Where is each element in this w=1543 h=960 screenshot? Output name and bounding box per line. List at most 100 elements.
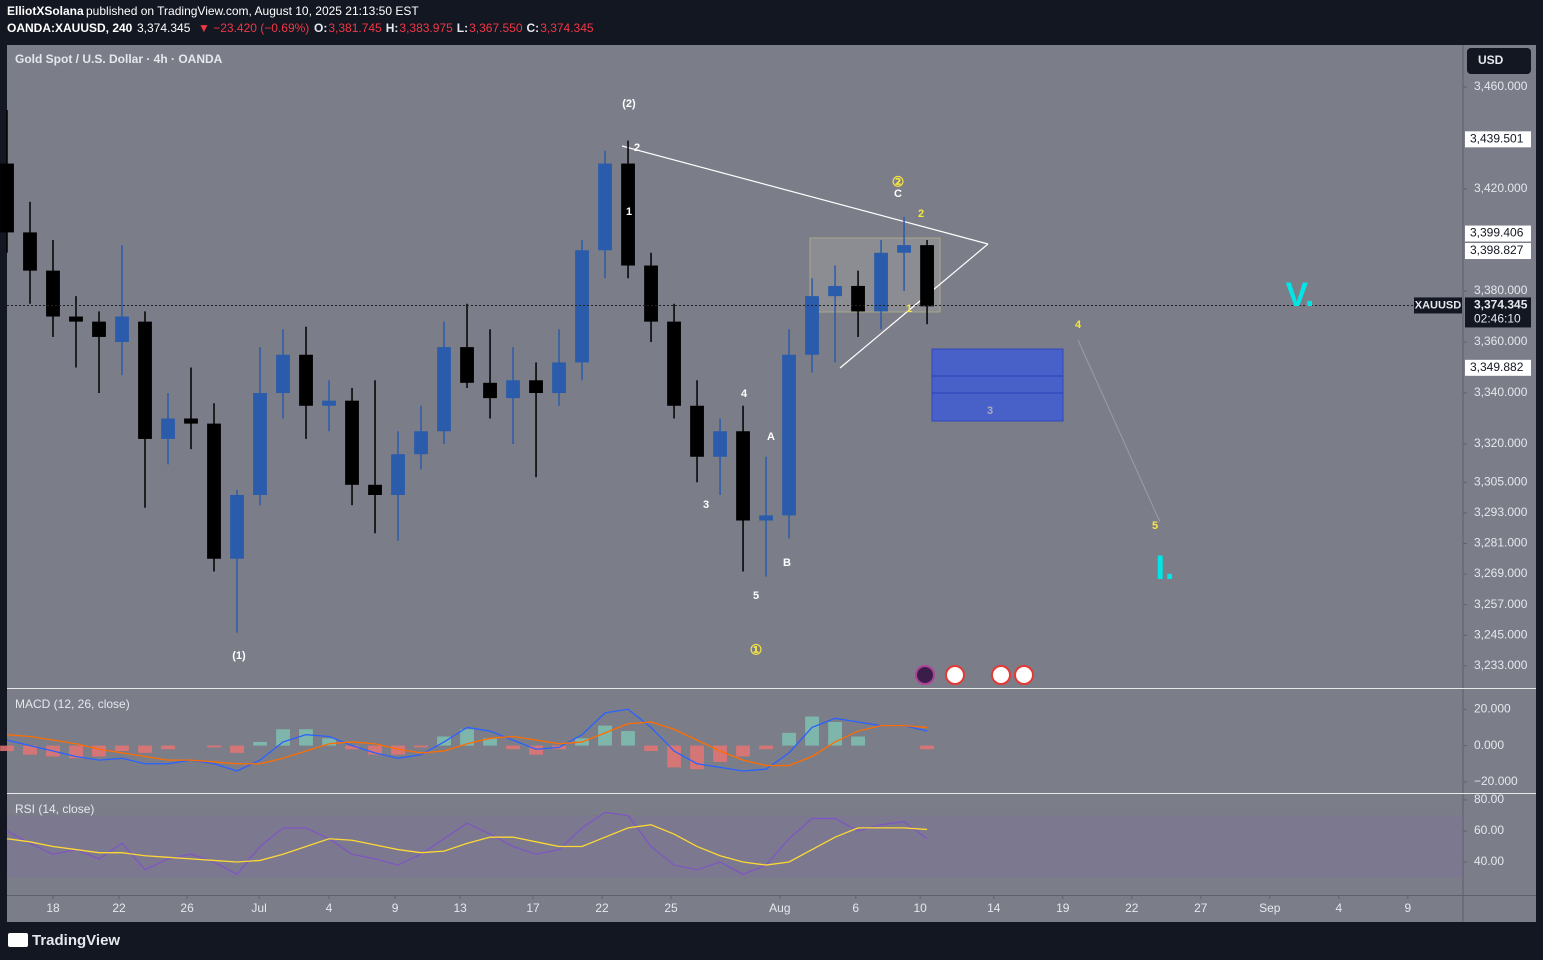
indicator-line — [6, 708, 928, 772]
last: 3,374.345 — [137, 21, 191, 35]
histogram-bar — [322, 738, 336, 746]
x-tick-label: 25 — [664, 901, 678, 915]
histogram-bar — [391, 745, 405, 755]
y-tick-label: 3,233.000 — [1474, 658, 1528, 672]
ohlc-label: H: — [386, 21, 399, 35]
symbol-tag — [1414, 297, 1462, 314]
x-tick-label: Jul — [251, 901, 266, 915]
x-tick-label: 26 — [180, 901, 194, 915]
candle-body — [253, 393, 267, 495]
wave-label: 5 — [753, 590, 759, 602]
candle-body — [184, 418, 198, 424]
candle-body — [874, 252, 888, 312]
candle-body — [69, 316, 83, 322]
ohlc-value: 3,367.550 — [469, 21, 523, 35]
candle-body — [299, 354, 313, 406]
wave-label: 1 — [626, 206, 632, 218]
candle-body — [230, 494, 244, 559]
histogram-bar — [598, 725, 612, 746]
histogram-bar — [736, 745, 750, 757]
price-tag — [1465, 131, 1531, 148]
currency[interactable]: USD — [1478, 53, 1504, 67]
y-tick-label: 3,340.000 — [1474, 385, 1528, 399]
x-tick-label: 22 — [112, 901, 126, 915]
candle-body — [598, 163, 612, 251]
histogram-bar — [230, 745, 244, 753]
wave-label: ① — [750, 642, 763, 658]
x-tick-label: 6 — [852, 901, 859, 915]
price-tag — [1465, 225, 1531, 242]
histogram-bar — [920, 745, 934, 750]
candle-body — [92, 321, 106, 337]
candle-body — [0, 163, 14, 233]
histogram-bar — [506, 745, 520, 750]
wave-label: I. — [1156, 549, 1175, 587]
event-icon[interactable] — [945, 665, 965, 685]
symbol: OANDA:XAUUSD, 240 — [7, 21, 133, 35]
rsi-band — [7, 815, 1463, 878]
histogram-bar — [805, 716, 819, 746]
y-tick-label: 3,360.000 — [1474, 334, 1528, 348]
macd-title: MACD (12, 26, close) — [15, 697, 130, 711]
y-tick-label: 3,269.000 — [1474, 566, 1528, 580]
y-tick-label: 3,305.000 — [1474, 474, 1528, 488]
event-icon[interactable] — [991, 665, 1011, 685]
event-icon[interactable] — [1014, 665, 1034, 685]
x-tick-label: 9 — [1404, 901, 1411, 915]
x-tick-label: 17 — [526, 901, 540, 915]
x-tick-label: 13 — [453, 901, 467, 915]
y-tick-label: 40.00 — [1474, 854, 1504, 868]
published: published on TradingView.com, August 10,… — [86, 4, 419, 18]
ohlc-label: O: — [314, 21, 327, 35]
histogram-bar — [299, 729, 313, 746]
author: ElliotXSolana — [7, 4, 84, 18]
histogram-bar — [483, 738, 497, 746]
ohlc-label: C: — [527, 21, 540, 35]
histogram-bar — [161, 745, 175, 750]
y-tick-label: 3,245.000 — [1474, 627, 1528, 641]
currency-button[interactable] — [1467, 48, 1531, 74]
histogram-bar — [276, 729, 290, 746]
histogram-bar — [0, 745, 14, 752]
histogram-bar — [529, 745, 543, 755]
projection-line — [1077, 339, 1161, 523]
y-tick-label: −20.000 — [1474, 774, 1518, 788]
candle-body — [667, 321, 681, 406]
y-tick-label: 60.00 — [1474, 823, 1504, 837]
candle-body — [805, 296, 819, 355]
candle-body — [897, 245, 911, 253]
histogram-bar — [690, 745, 704, 770]
wave-label: C — [894, 188, 902, 200]
wave-label: 5 — [1152, 520, 1158, 532]
wave-label: V. — [1285, 276, 1314, 314]
ohlc: O: 3,381.745 H: 3,383.975 L: 3,367.550 C: 3,374… — [314, 21, 594, 35]
rsi-title: RSI (14, close) — [15, 802, 94, 816]
histogram-bar — [207, 745, 221, 748]
candle-body — [851, 285, 865, 312]
histogram-bar — [115, 745, 129, 752]
y-tick-label: 3,293.000 — [1474, 505, 1528, 519]
indicator-line — [6, 824, 928, 866]
histogram-bar — [667, 745, 681, 768]
histogram-bar — [345, 745, 359, 750]
candle-body — [644, 265, 658, 322]
candle-body — [575, 250, 589, 363]
x-tick-label: Sep — [1259, 901, 1281, 915]
x-tick-label: 22 — [1125, 901, 1139, 915]
candle-body — [345, 400, 359, 485]
event-icon[interactable] — [915, 665, 935, 685]
candle-body — [23, 232, 37, 271]
candle-body — [713, 431, 727, 457]
histogram-bar — [851, 736, 865, 746]
y-tick-label: 0.000 — [1474, 738, 1504, 752]
price-tag-label: 3,349.882 — [1470, 360, 1524, 374]
x-tick-label: 10 — [913, 901, 927, 915]
indicator-line — [6, 721, 928, 767]
candle-body — [621, 163, 635, 266]
y-tick-label: 3,460.000 — [1474, 79, 1528, 93]
chart-area — [7, 45, 1536, 922]
candle-body — [161, 418, 175, 439]
triangle-upper — [621, 145, 989, 245]
histogram-bar — [460, 729, 474, 746]
